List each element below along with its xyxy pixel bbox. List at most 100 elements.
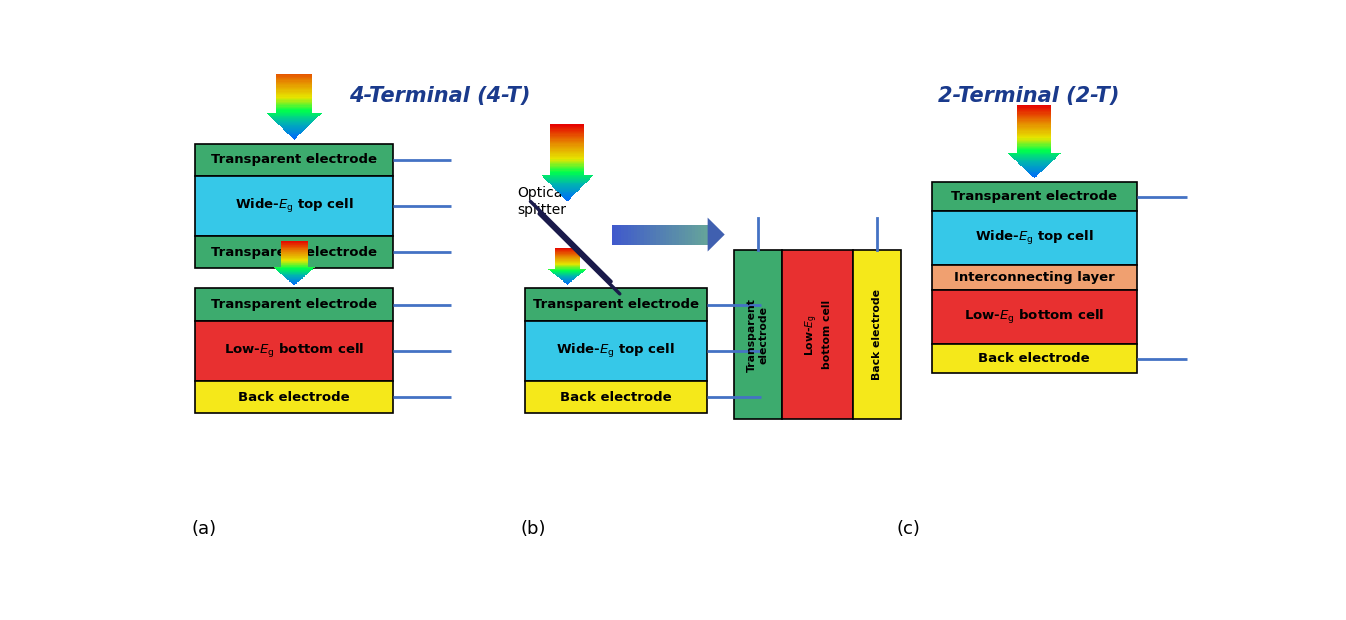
Bar bbox=[551, 153, 584, 154]
Bar bbox=[551, 149, 584, 151]
Bar bbox=[551, 140, 584, 141]
Bar bbox=[276, 98, 312, 99]
Bar bbox=[276, 97, 312, 98]
Bar bbox=[292, 137, 296, 138]
Bar bbox=[281, 127, 307, 128]
Bar bbox=[1018, 142, 1051, 143]
Bar bbox=[1023, 167, 1046, 168]
Bar bbox=[1018, 137, 1051, 138]
Bar bbox=[276, 82, 312, 83]
Bar bbox=[1018, 148, 1051, 149]
Bar bbox=[280, 257, 308, 258]
Bar bbox=[280, 256, 308, 257]
Bar bbox=[551, 154, 584, 156]
Bar bbox=[695, 224, 699, 244]
Bar bbox=[276, 70, 312, 71]
Bar bbox=[553, 187, 581, 188]
Bar bbox=[280, 264, 308, 265]
Bar bbox=[551, 132, 584, 133]
Bar bbox=[662, 224, 666, 244]
Bar bbox=[280, 253, 308, 254]
Bar bbox=[1018, 134, 1051, 135]
Bar bbox=[551, 133, 584, 135]
Text: Optical
splitter: Optical splitter bbox=[517, 187, 567, 216]
Bar bbox=[544, 178, 591, 179]
Bar bbox=[276, 99, 312, 100]
Bar bbox=[1026, 170, 1043, 171]
Bar bbox=[285, 131, 303, 132]
Bar bbox=[676, 224, 680, 244]
Bar bbox=[685, 224, 689, 244]
Bar bbox=[551, 125, 584, 126]
Bar bbox=[276, 76, 312, 77]
Bar bbox=[704, 224, 708, 244]
Bar bbox=[734, 250, 782, 419]
Bar bbox=[195, 236, 393, 268]
Bar bbox=[551, 156, 584, 157]
Bar bbox=[291, 282, 297, 283]
Bar bbox=[692, 224, 696, 244]
Bar bbox=[618, 224, 622, 244]
Bar bbox=[277, 270, 311, 271]
Text: Low-$E_\mathrm{g}$ bottom cell: Low-$E_\mathrm{g}$ bottom cell bbox=[964, 308, 1105, 326]
Bar bbox=[647, 224, 650, 244]
Bar bbox=[292, 283, 296, 284]
Bar bbox=[276, 269, 312, 270]
Bar bbox=[1018, 136, 1051, 137]
Polygon shape bbox=[708, 218, 724, 252]
Bar bbox=[1015, 159, 1054, 161]
Bar bbox=[276, 104, 312, 105]
Bar bbox=[280, 263, 308, 264]
Text: Back electrode: Back electrode bbox=[872, 289, 883, 380]
Bar bbox=[650, 224, 654, 244]
Bar bbox=[560, 194, 575, 195]
Bar bbox=[555, 188, 580, 189]
Bar bbox=[551, 164, 584, 166]
Bar bbox=[280, 266, 308, 267]
Bar bbox=[1016, 161, 1053, 162]
Bar bbox=[276, 109, 312, 110]
Bar bbox=[673, 224, 677, 244]
Bar bbox=[551, 151, 584, 152]
Bar bbox=[276, 81, 312, 82]
Bar bbox=[280, 248, 308, 249]
Text: Low-$E_\mathrm{g}$ bottom cell: Low-$E_\mathrm{g}$ bottom cell bbox=[223, 342, 365, 360]
Bar bbox=[276, 71, 312, 73]
Bar bbox=[289, 280, 300, 281]
Bar bbox=[551, 173, 584, 174]
Bar bbox=[627, 224, 631, 244]
Bar bbox=[551, 163, 584, 164]
Text: Low-$E_\mathrm{g}$
bottom cell: Low-$E_\mathrm{g}$ bottom cell bbox=[804, 300, 832, 370]
Bar bbox=[276, 83, 312, 84]
Bar bbox=[1018, 128, 1051, 129]
Bar bbox=[284, 130, 304, 131]
Bar bbox=[276, 69, 312, 70]
Bar bbox=[541, 174, 594, 175]
Bar bbox=[285, 277, 303, 278]
Bar bbox=[931, 211, 1137, 265]
Bar bbox=[276, 102, 312, 103]
Bar bbox=[272, 117, 316, 118]
Bar bbox=[280, 255, 308, 256]
Bar bbox=[1018, 126, 1051, 128]
Bar bbox=[276, 112, 312, 113]
Bar bbox=[280, 247, 308, 248]
Bar bbox=[551, 141, 584, 142]
Bar bbox=[1022, 166, 1047, 167]
Bar bbox=[525, 381, 707, 413]
Bar bbox=[678, 224, 682, 244]
Bar bbox=[551, 184, 584, 185]
Bar bbox=[552, 185, 583, 186]
Bar bbox=[267, 113, 322, 114]
Text: Wide-$E_\mathrm{g}$ top cell: Wide-$E_\mathrm{g}$ top cell bbox=[975, 229, 1094, 247]
Bar bbox=[273, 119, 315, 120]
Bar bbox=[276, 64, 312, 65]
Text: Wide-$E_\mathrm{g}$ top cell: Wide-$E_\mathrm{g}$ top cell bbox=[556, 342, 676, 360]
Bar bbox=[1018, 133, 1051, 134]
Text: Transparent
electrode: Transparent electrode bbox=[747, 298, 769, 371]
Bar bbox=[643, 224, 647, 244]
Bar bbox=[280, 242, 308, 243]
Bar bbox=[641, 224, 645, 244]
Bar bbox=[1018, 113, 1051, 115]
Bar bbox=[276, 110, 312, 112]
